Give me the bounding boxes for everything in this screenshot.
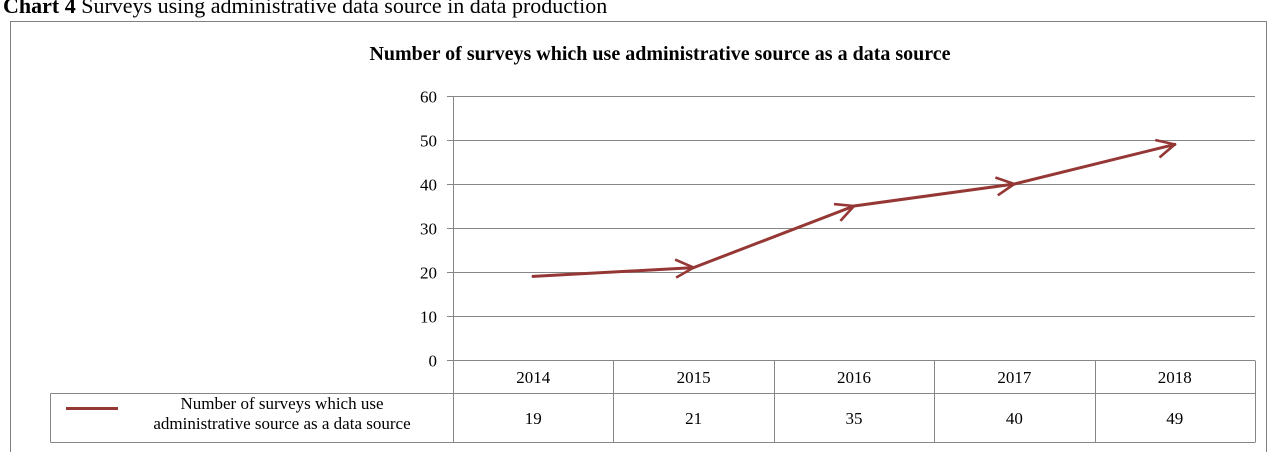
series-line-segment	[692, 206, 854, 270]
y-tick-label: 60	[420, 88, 437, 107]
data-point	[531, 274, 535, 278]
y-tick-label: 20	[420, 264, 437, 283]
y-tick-label: 50	[420, 132, 437, 151]
series-line-segment	[531, 268, 693, 277]
table-value-cell: 49	[1166, 409, 1183, 428]
y-tick-label: 40	[420, 176, 437, 195]
series-line-segment	[1012, 144, 1174, 186]
table-value-cell: 19	[525, 409, 542, 428]
caption-text: Surveys using administrative data source…	[81, 0, 608, 18]
y-tick-label: 30	[420, 220, 437, 239]
data-point	[1012, 182, 1016, 186]
x-category-label: 2016	[837, 368, 871, 387]
chart-title: Number of surveys which use administrati…	[369, 43, 950, 65]
x-category-label: 2014	[516, 368, 551, 387]
chart-frame	[10, 21, 1267, 452]
y-tick-label: 0	[429, 352, 438, 371]
x-category-label: 2018	[1158, 368, 1192, 387]
data-point	[692, 266, 696, 270]
caption-prefix: Chart 4	[3, 0, 76, 18]
data-point	[1173, 142, 1177, 146]
table-value-cell: 40	[1006, 409, 1023, 428]
table-value-cell: 35	[846, 409, 863, 428]
legend-label: Number of surveys which use administrativ…	[153, 394, 410, 433]
y-tick-label: 10	[420, 308, 437, 327]
x-category-label: 2017	[997, 368, 1032, 387]
chart-caption: Chart 4 Surveys using administrative dat…	[3, 0, 607, 18]
series-line-segment	[852, 184, 1014, 208]
table-value-cell: 21	[685, 409, 702, 428]
x-category-label: 2015	[677, 368, 711, 387]
data-point	[852, 204, 856, 208]
